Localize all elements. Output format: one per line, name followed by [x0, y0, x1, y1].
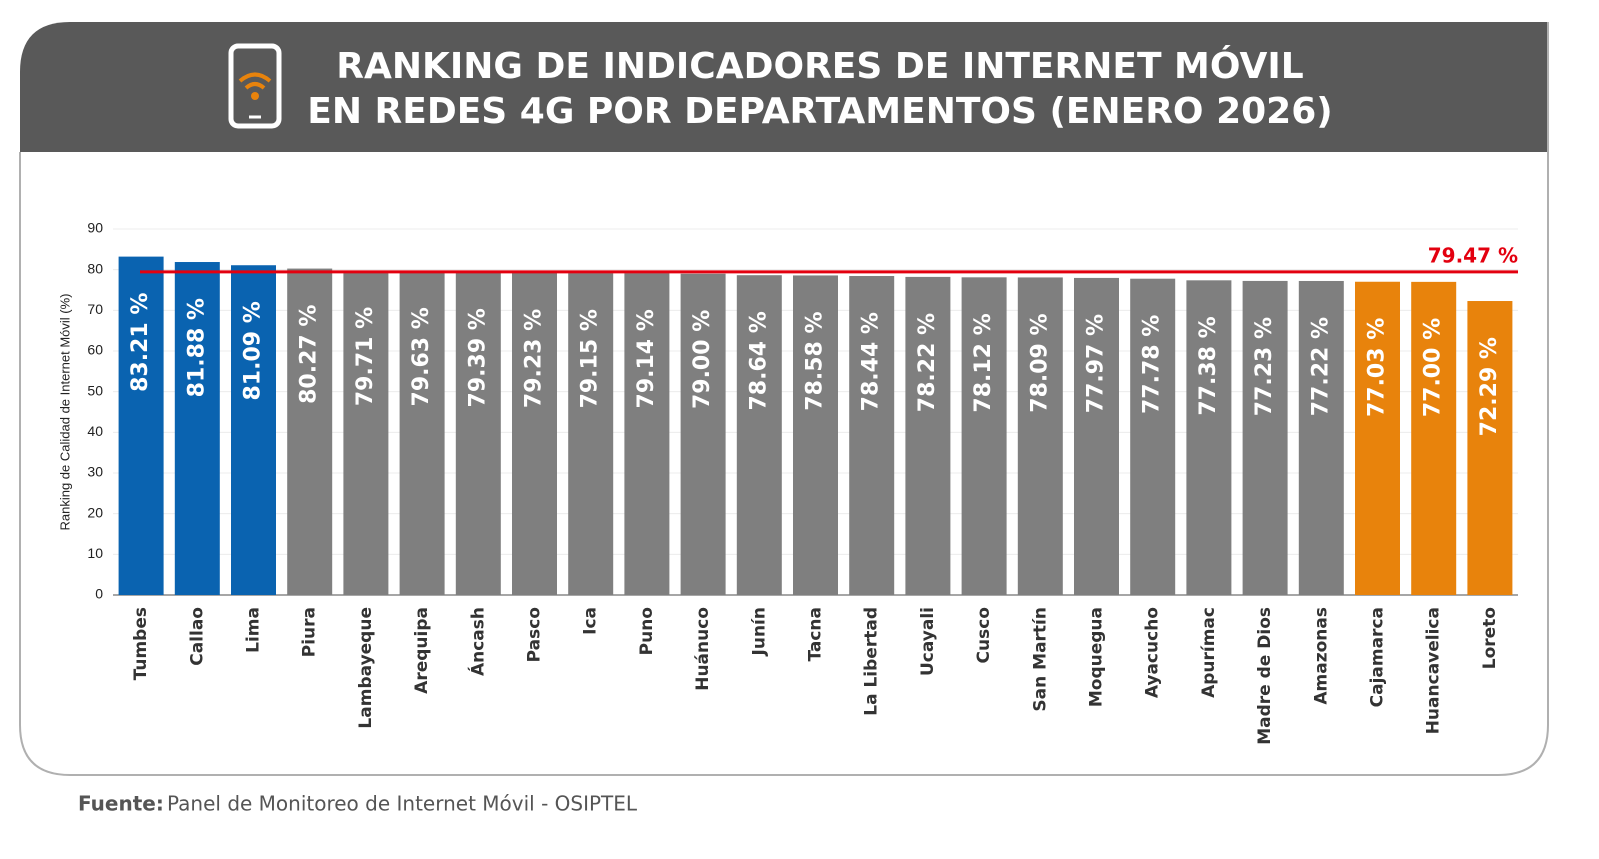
source-label: Fuente: — [78, 792, 164, 816]
value-label: 78.64 % — [746, 311, 771, 410]
bar — [680, 273, 726, 595]
x-tick-label: Moquegua — [1087, 607, 1107, 707]
bar — [568, 273, 614, 595]
x-tick-label: Puno — [637, 607, 657, 655]
x-tick-label: Ayacucho — [1143, 607, 1163, 698]
value-label: 78.09 % — [1027, 313, 1052, 412]
value-label: 79.14 % — [634, 309, 659, 408]
value-label: 79.00 % — [690, 310, 715, 409]
x-tick-label: Arequipa — [412, 607, 432, 694]
value-label: 77.22 % — [1308, 317, 1333, 416]
bar — [1298, 280, 1344, 595]
bar — [1074, 277, 1119, 595]
value-label: 78.58 % — [803, 311, 828, 410]
value-label: 78.12 % — [971, 313, 996, 412]
y-tick-label: 30 — [87, 464, 103, 480]
x-tick-label: Apurímac — [1199, 607, 1219, 698]
y-tick-label: 60 — [87, 342, 103, 358]
reference-label: 79.47 % — [1428, 243, 1518, 267]
x-tick-label: Piura — [300, 607, 320, 657]
x-tick-label: Pasco — [525, 607, 545, 662]
bar — [849, 276, 895, 595]
value-label: 77.78 % — [1140, 315, 1165, 414]
x-tick-label: Tumbes — [131, 607, 151, 680]
value-label: 79.71 % — [353, 307, 378, 406]
y-tick-label: 20 — [87, 504, 103, 520]
card-border — [19, 22, 1549, 776]
bar — [905, 276, 951, 595]
value-label: 77.97 % — [1084, 314, 1109, 413]
value-label: 83.21 % — [128, 293, 153, 392]
y-tick-label: 40 — [87, 423, 103, 439]
x-tick-label: Lima — [244, 607, 264, 653]
x-tick-label: Loreto — [1480, 607, 1500, 669]
bar — [1130, 278, 1176, 595]
bar — [343, 270, 389, 595]
y-tick-label: 50 — [87, 382, 103, 398]
y-tick-label: 70 — [87, 301, 103, 317]
value-label: 77.38 % — [1196, 316, 1221, 415]
bar — [455, 272, 501, 595]
x-tick-label: San Martín — [1030, 607, 1050, 712]
y-tick-label: 10 — [87, 545, 103, 561]
x-tick-label: Ica — [581, 607, 601, 635]
value-label: 77.03 % — [1365, 318, 1390, 417]
y-tick-label: 0 — [95, 586, 103, 602]
value-label: 79.15 % — [578, 309, 603, 408]
bar — [118, 256, 164, 595]
x-tick-label: Madre de Dios — [1255, 607, 1275, 745]
bar — [1411, 281, 1457, 595]
x-tick-label: Huánuco — [693, 607, 713, 691]
y-axis-label: Ranking de Calidad de Internet Móvil (%) — [57, 293, 72, 530]
bar — [1186, 280, 1232, 595]
bar — [961, 277, 1007, 595]
value-label: 77.23 % — [1252, 317, 1277, 416]
value-label: 72.29 % — [1477, 337, 1502, 436]
y-tick-label: 90 — [87, 220, 103, 236]
x-tick-label: La Libertad — [862, 607, 882, 716]
x-tick-label: Lambayeque — [356, 607, 376, 729]
bar — [512, 272, 557, 595]
bar — [174, 262, 220, 595]
value-label: 79.39 % — [465, 308, 490, 407]
chart-title: RANKING DE INDICADORES DE INTERNET MÓVIL — [336, 45, 1303, 87]
bar — [1467, 301, 1513, 595]
source-text: Panel de Monitoreo de Internet Móvil - O… — [167, 792, 638, 816]
bar — [793, 275, 838, 595]
bar — [736, 275, 782, 595]
bar — [1242, 280, 1288, 595]
bar — [231, 265, 276, 595]
value-label: 77.00 % — [1421, 318, 1446, 417]
bar — [1355, 281, 1400, 595]
x-tick-label: Junín — [749, 607, 769, 656]
value-label: 78.22 % — [915, 313, 940, 412]
x-tick-label: Amazonas — [1311, 607, 1331, 705]
chart-title: EN REDES 4G POR DEPARTAMENTOS (ENERO 202… — [307, 91, 1332, 132]
bar — [1017, 277, 1063, 595]
phone-icon — [228, 43, 282, 129]
value-label: 81.09 % — [241, 301, 266, 400]
x-tick-label: Cajamarca — [1368, 607, 1388, 707]
x-tick-label: Áncash — [466, 607, 488, 676]
bar — [287, 268, 333, 595]
value-label: 80.27 % — [297, 305, 322, 404]
bar — [624, 273, 670, 595]
value-label: 79.23 % — [522, 309, 547, 408]
header-band — [20, 22, 1548, 152]
x-tick-label: Cusco — [974, 607, 994, 663]
value-label: 81.88 % — [184, 298, 209, 397]
x-tick-label: Tacna — [806, 607, 826, 662]
x-tick-label: Callao — [187, 607, 207, 666]
y-tick-label: 80 — [87, 260, 103, 276]
value-label: 78.44 % — [859, 312, 884, 411]
value-label: 79.63 % — [409, 307, 434, 406]
x-tick-label: Ucayali — [918, 607, 938, 676]
bar — [399, 271, 445, 595]
x-tick-label: Huancavelica — [1424, 607, 1444, 734]
